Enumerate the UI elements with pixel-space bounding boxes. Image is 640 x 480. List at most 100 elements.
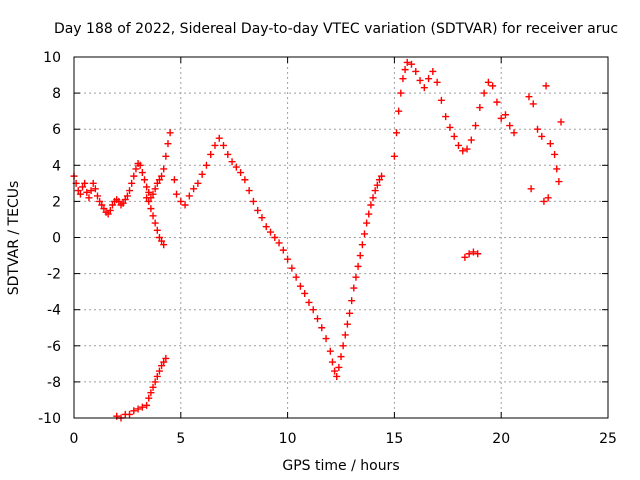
data-point	[232, 163, 240, 171]
data-point	[170, 176, 178, 184]
data-point	[138, 169, 146, 177]
x-axis-label: GPS time / hours	[282, 458, 399, 474]
data-point	[527, 185, 535, 193]
data-point	[446, 123, 454, 131]
data-point	[393, 129, 401, 137]
data-point	[346, 309, 354, 317]
data-point	[467, 136, 475, 144]
data-point	[367, 201, 375, 209]
data-point	[254, 206, 262, 214]
data-point	[354, 262, 362, 270]
data-point	[401, 66, 409, 74]
data-point	[551, 150, 559, 158]
y-tick-label: -2	[47, 267, 61, 283]
data-point	[292, 273, 300, 281]
data-point	[538, 132, 546, 140]
data-point	[115, 197, 123, 205]
data-point	[375, 176, 383, 184]
data-point	[352, 273, 360, 281]
data-point	[369, 194, 377, 202]
data-point	[546, 140, 554, 148]
x-tick-label: 15	[385, 431, 403, 447]
axis-ticks: 0 5 10 15 20 25 -10 -8 -6 -4 -2 0 2 4 6 8 10	[38, 50, 617, 447]
data-point	[134, 405, 142, 413]
data-point	[397, 89, 405, 97]
data-point	[425, 75, 433, 83]
data-point	[437, 96, 445, 104]
data-point	[185, 192, 193, 200]
data-point	[83, 188, 91, 196]
data-point	[309, 306, 317, 314]
data-point	[407, 60, 415, 68]
data-point	[81, 179, 89, 187]
data-point	[420, 84, 428, 92]
data-point	[79, 183, 87, 191]
data-point	[158, 237, 166, 245]
data-point	[258, 214, 266, 222]
data-point	[429, 67, 437, 75]
data-point	[474, 250, 482, 258]
data-point	[149, 190, 157, 198]
data-point	[510, 129, 518, 137]
data-point	[202, 161, 210, 169]
data-point	[328, 358, 336, 366]
data-point	[113, 412, 121, 420]
y-tick-label: 0	[52, 231, 61, 247]
sdtvar-falling-branch-series	[143, 194, 168, 249]
data-point	[484, 78, 492, 86]
data-point	[74, 187, 82, 195]
data-point	[553, 165, 561, 173]
data-point	[158, 172, 166, 180]
data-point	[506, 122, 514, 130]
y-tick-label: -8	[47, 375, 61, 391]
data-point	[145, 197, 153, 205]
data-point	[143, 401, 151, 409]
y-tick-label: -6	[47, 339, 61, 355]
data-point	[322, 335, 330, 343]
data-point	[275, 239, 283, 247]
data-point	[525, 93, 533, 101]
data-point	[151, 378, 159, 386]
data-point	[343, 320, 351, 328]
data-point	[85, 194, 93, 202]
data-point	[136, 161, 144, 169]
data-point	[271, 234, 279, 241]
data-point	[341, 331, 349, 339]
data-point	[442, 113, 450, 121]
data-point	[360, 230, 368, 238]
y-tick-label: -10	[38, 411, 61, 427]
data-point	[461, 253, 469, 261]
data-point	[153, 372, 161, 380]
data-point	[173, 190, 181, 198]
data-point	[160, 358, 168, 366]
data-point	[119, 199, 127, 207]
data-point	[162, 152, 170, 160]
data-point	[151, 185, 159, 193]
y-tick-label: 8	[52, 86, 61, 102]
data-point	[155, 367, 163, 375]
y-axis-label: SDTVAR / TECUs	[6, 181, 22, 296]
data-point	[348, 297, 356, 305]
data-point	[331, 367, 339, 375]
data-point	[326, 347, 334, 355]
data-point	[557, 118, 565, 126]
data-point	[160, 165, 168, 173]
x-tick-label: 20	[492, 431, 510, 447]
data-point	[465, 250, 473, 258]
data-point	[469, 248, 477, 256]
data-point	[194, 179, 202, 187]
sdtvar-isolated-series	[461, 248, 482, 261]
data-point	[160, 241, 168, 249]
data-point	[143, 183, 151, 191]
data-point	[296, 282, 304, 290]
data-point	[350, 284, 358, 292]
data-point	[416, 76, 424, 84]
data-point	[540, 197, 548, 205]
data-point	[198, 170, 206, 178]
data-point	[155, 234, 163, 241]
data-point	[363, 219, 371, 227]
data-point	[130, 407, 138, 415]
data-point	[108, 201, 116, 209]
y-tick-label: 6	[52, 122, 61, 138]
